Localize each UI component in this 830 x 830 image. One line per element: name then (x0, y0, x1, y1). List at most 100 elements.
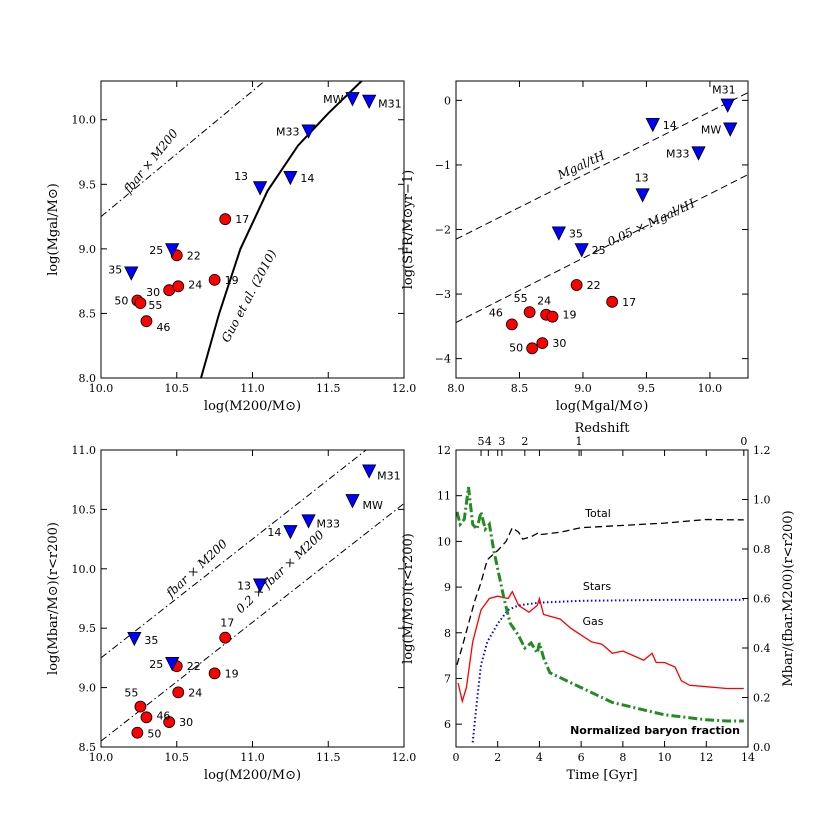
p4-plot-area (456, 486, 744, 743)
p3-point-19 (208, 667, 221, 680)
p4-annotation-total: Total (584, 507, 611, 520)
p3-point-label: 19 (225, 667, 239, 680)
p4-xtick-label: 4 (536, 751, 543, 764)
p4-ytick-label: 10 (437, 535, 451, 548)
p2-ylabel: log(SFR/M⊙yr−1) (401, 170, 416, 289)
p3-point-label: 30 (179, 716, 193, 729)
p3-point-label: 14 (267, 526, 281, 539)
p2-ytick-label: 0 (444, 94, 451, 107)
p3-xtick-label: 10.5 (165, 751, 190, 764)
p1-point-label: M31 (378, 98, 402, 111)
p1-line-1 (200, 81, 363, 378)
p4-frame (455, 449, 749, 748)
p3-point-M33 (301, 514, 316, 529)
p2-point-22 (570, 279, 583, 291)
p4-ytick-label: 11 (437, 490, 451, 503)
p3-point-50 (131, 726, 144, 739)
p1-ytick-label: 10.0 (72, 114, 97, 127)
p4-xtick-label: 6 (578, 751, 585, 764)
p3-ytick-label: 9.5 (79, 622, 97, 635)
p4-series-gas (457, 590, 744, 704)
p4-top-tick-label: 5 (478, 435, 485, 448)
p4-ytick-label: 6 (444, 718, 451, 731)
p3-point-label: 50 (147, 728, 161, 741)
p2-xtick-label: 8.5 (511, 382, 529, 395)
p4-xtick-label: 14 (741, 751, 755, 764)
p1-plot-area (101, 81, 363, 378)
p3-line-1 (101, 503, 404, 742)
p2-ytick-label: −1 (435, 159, 451, 172)
p2-xtick-label: 10.0 (698, 382, 723, 395)
p4-ytick-right-label: 0.8 (753, 543, 771, 556)
p2-ytick-label: −3 (435, 288, 451, 301)
p2-point-label: M33 (666, 147, 690, 160)
p4-top-tick-label: 1 (576, 435, 583, 448)
p3-xtick-label: 12.0 (392, 751, 417, 764)
p3-point-35 (127, 631, 142, 647)
p4-series-stars (471, 598, 744, 743)
p1-xtick-label: 12.0 (392, 382, 417, 395)
p4-ytick-label: 7 (444, 672, 451, 685)
p2-point-label: M31 (712, 84, 736, 97)
p3-point-label: 24 (188, 686, 202, 699)
p3-point-label: 22 (187, 660, 201, 673)
p3-point-13 (252, 578, 268, 593)
p2-point-label: 17 (622, 296, 636, 309)
p3-point-MW (345, 494, 360, 509)
p2-xlabel: log(Mgal/M⊙) (556, 399, 649, 414)
p3-point-14 (283, 525, 298, 540)
p2-point-M31 (720, 98, 735, 113)
p2-line-0 (456, 92, 748, 240)
p1-xtick-label: 11.5 (316, 382, 341, 395)
p2-point-label: 24 (537, 295, 551, 308)
p3-line-0 (101, 450, 367, 659)
p2-ytick-label: −4 (435, 353, 451, 366)
p4-annotation-gas: Gas (583, 615, 604, 628)
p4-ytick-right-label: 1.0 (753, 494, 771, 507)
p2-point-50 (526, 342, 539, 355)
p3-point-label: M33 (317, 517, 341, 530)
p1-point-24 (172, 280, 185, 293)
p1-point-label: M33 (276, 125, 300, 138)
p2-point-19 (546, 310, 559, 323)
p2-point-label: 22 (587, 279, 601, 292)
p4-annotation-stars: Stars (583, 580, 612, 593)
p1-point-label: 22 (187, 249, 201, 262)
p1-point-14 (283, 170, 298, 186)
p1-point-35 (124, 266, 139, 281)
p4-top-tick-label: 2 (521, 435, 528, 448)
p1-point-M31 (362, 94, 377, 110)
p1-xtick-label: 10.5 (165, 382, 190, 395)
p2-point-label: 14 (663, 119, 677, 132)
p1-point-label: 46 (156, 321, 170, 334)
p3-plot-area (101, 450, 404, 742)
p4-xtick-label: 8 (619, 751, 626, 764)
p3-ylabel: log(Mbar/M⊙)(r<r200) (46, 522, 61, 675)
p4-annotation-nbf: Normalized baryon fraction (570, 724, 740, 737)
p1-ylabel: log(Mgal/M⊙) (46, 183, 61, 276)
p4-xtick-label: 0 (453, 751, 460, 764)
p4-ytick-label: 9 (444, 581, 451, 594)
p1-frame (100, 80, 405, 379)
p2-point-25 (574, 243, 589, 258)
p1-ytick-label: 9.0 (79, 243, 97, 256)
p1-point-label: 25 (149, 244, 163, 257)
p1-point-17 (219, 213, 232, 226)
p3-point-label: 25 (149, 658, 163, 671)
p3-point-25 (165, 656, 180, 672)
p2-point-35 (551, 226, 566, 241)
p1-ytick-label: 8.5 (79, 307, 97, 320)
p3-point-55 (134, 700, 147, 713)
p2-point-MW (723, 122, 738, 137)
p3-xlabel: log(M200/M⊙) (204, 768, 301, 783)
p1-point-13 (252, 181, 268, 196)
p2-point-label: 46 (489, 306, 503, 319)
p4-ytick-label: 8 (444, 627, 451, 640)
p1-point-M33 (301, 124, 316, 139)
p1-annotation-fbar1: fbar × M200 (120, 126, 181, 196)
p2-point-17 (606, 295, 619, 308)
p3-point-M31 (362, 464, 377, 479)
p2-point-14 (645, 118, 660, 133)
p3-point-30 (163, 716, 176, 728)
p3-ytick-label: 10.5 (72, 503, 97, 516)
